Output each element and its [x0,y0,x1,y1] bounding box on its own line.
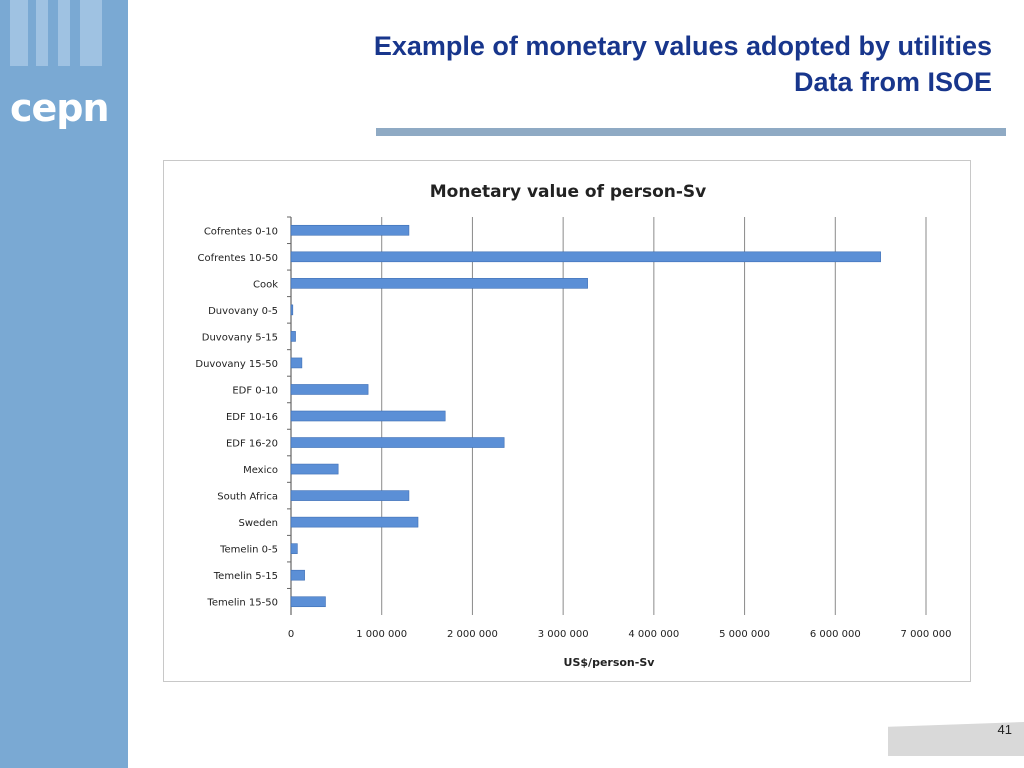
bar [290,569,305,581]
sidebar: cepn [0,0,128,768]
bar [290,331,296,342]
title-divider [376,128,1006,136]
logo-stripe [36,0,48,66]
bar [290,251,881,263]
title-line-2: Data from ISOE [793,67,992,97]
y-category-label: Temelin 15-50 [206,598,278,609]
chart-frame: Monetary value of person-Sv 0 1 000 000 2 … [163,160,971,682]
title-line-1: Example of monetary values adopted by ut… [373,31,992,61]
bar [290,357,303,369]
bar [290,384,369,395]
y-category-label: EDF 16-20 [226,439,278,450]
bar-chart: Monetary value of person-Sv 0 1 000 000 2 … [195,182,951,669]
x-tick-label: 0 [288,629,294,640]
bar [290,437,505,448]
y-category-label: Sweden [238,518,278,529]
chart-title: Monetary value of person-Sv [430,182,707,202]
y-category-label: Temelin 0-5 [219,545,278,556]
x-tick-label: 6 000 000 [810,629,861,640]
bar [290,278,588,289]
y-category-label: Cook [253,279,278,290]
y-category-label: EDF 10-16 [226,412,278,423]
x-tick-label: 3 000 000 [538,629,589,640]
label-layer: 0 1 000 000 2 000 000 3 000 000 4 000 000 5 0… [195,226,951,640]
y-category-label: Duvovany 15-50 [195,359,278,370]
y-category-label: Cofrentes 10-50 [197,253,278,264]
y-category-label: Duvovany 0-5 [208,306,278,317]
bar-layer [290,224,881,608]
y-category-label: Mexico [243,465,278,476]
logo-stripe [10,0,28,66]
bar [290,224,410,236]
y-category-label: Duvovany 5-15 [202,332,278,343]
bar [290,490,410,501]
y-category-label: EDF 0-10 [232,385,278,396]
footer-bar [888,722,1024,756]
bar [290,410,446,422]
bar [290,596,326,608]
bar [290,543,298,554]
x-tick-label: 7 000 000 [901,629,952,640]
x-axis-title: US$/person-Sv [564,656,656,669]
x-tick-label: 2 000 000 [447,629,498,640]
logo-stripe [58,0,70,66]
y-category-label: Temelin 5-15 [213,571,278,582]
x-tick-label: 4 000 000 [628,629,679,640]
logo-stripe [80,0,102,66]
bar [290,516,419,528]
page-title: Example of monetary values adopted by ut… [374,28,992,100]
page-number: 41 [997,722,1012,737]
logo: cepn [10,86,110,130]
x-tick-label: 1 000 000 [356,629,407,640]
y-category-label: Cofrentes 0-10 [204,226,278,237]
bar [290,304,294,316]
bar [290,463,339,475]
y-category-label: South Africa [217,492,278,503]
x-tick-label: 5 000 000 [719,629,770,640]
